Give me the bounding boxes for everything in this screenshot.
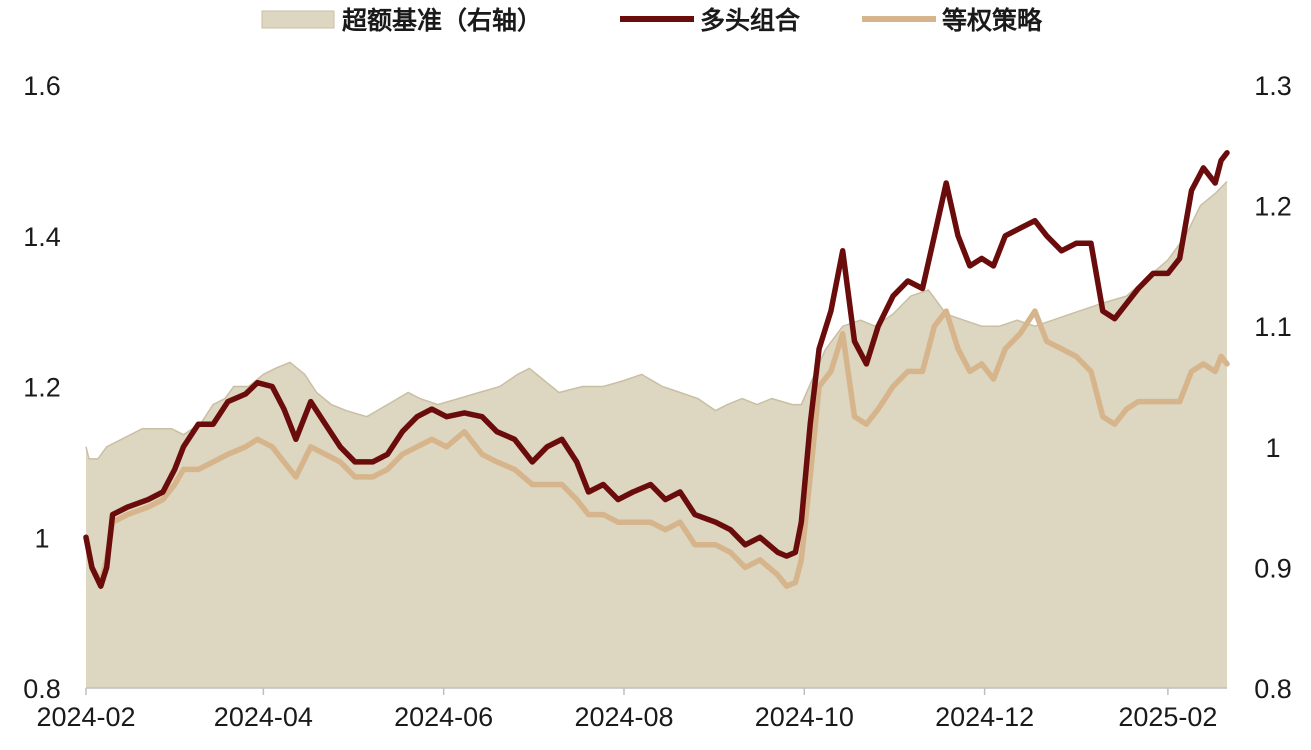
y-right-tick-label: 0.9 xyxy=(1254,553,1292,583)
axes: 2024-02 2024-04 2024-06 2024-08 2024-10 2024-… xyxy=(23,71,1292,732)
legend: 超额基准（右轴） 多头组合 等权策略 xyxy=(261,6,1043,35)
y-left-tick-label: 1.6 xyxy=(23,71,61,101)
y-left-tick-label: 1.2 xyxy=(23,373,61,403)
x-tick-label: 2024-04 xyxy=(214,702,313,732)
legend-label-long: 多头组合 xyxy=(700,6,801,35)
x-tick-label: 2024-08 xyxy=(574,702,673,732)
x-tick-label: 2024-02 xyxy=(36,702,135,732)
plot-area xyxy=(83,150,1230,688)
series-area-benchmark xyxy=(86,181,1227,688)
y-right-tick-label: 0.8 xyxy=(1254,674,1292,704)
series-line-long xyxy=(83,150,1230,589)
x-tick-label: 2024-06 xyxy=(394,702,493,732)
legend-label-equal: 等权策略 xyxy=(942,6,1043,35)
x-tick-label: 2024-10 xyxy=(755,702,854,732)
legend-swatch-benchmark xyxy=(261,10,335,29)
y-left-tick-label: 1 xyxy=(34,523,49,553)
y-right-tick-label: 1.3 xyxy=(1254,71,1292,101)
series-line-equal xyxy=(83,308,1230,589)
y-left-tick-label: 0.8 xyxy=(23,674,61,704)
legend-label-benchmark: 超额基准（右轴） xyxy=(342,6,542,35)
y-right-tick-label: 1.2 xyxy=(1254,192,1292,222)
y-right-tick-label: 1 xyxy=(1265,433,1280,463)
y-left-tick-label: 1.4 xyxy=(23,222,61,252)
y-right-tick-label: 1.1 xyxy=(1254,312,1292,342)
x-tick-label: 2025-02 xyxy=(1118,702,1217,732)
x-tick-label: 2024-12 xyxy=(935,702,1034,732)
